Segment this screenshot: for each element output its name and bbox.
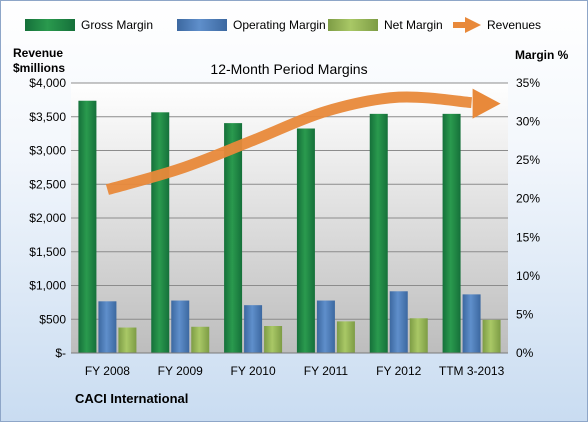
- y-left-tick-label: $4,000: [29, 76, 66, 90]
- bar-net-margin: [482, 319, 501, 353]
- bar-gross-margin: [224, 123, 243, 353]
- bar-gross-margin: [296, 128, 315, 353]
- y-left-tick-label: $-: [55, 346, 66, 360]
- bar-net-margin: [191, 326, 210, 353]
- legend-label-net-margin: Net Margin: [384, 18, 443, 32]
- y-right-tick-label: 35%: [516, 76, 540, 90]
- bar-net-margin: [409, 318, 428, 353]
- y-right-tick-label: 30%: [516, 115, 540, 129]
- y-left-tick-label: $1,000: [29, 279, 66, 293]
- company-name: CACI International: [75, 391, 188, 406]
- bar-operating-margin: [316, 300, 335, 353]
- bar-gross-margin: [369, 113, 388, 353]
- bar-operating-margin: [171, 300, 190, 353]
- bar-net-margin: [264, 326, 283, 353]
- y-left-label-line1: Revenue: [13, 46, 63, 60]
- y-left-tick-label: $1,500: [29, 245, 66, 259]
- y-right-tick-label: 25%: [516, 153, 540, 167]
- y-right-tick-label: 5%: [516, 307, 534, 321]
- x-tick-label: FY 2010: [231, 364, 276, 378]
- legend-label-gross-margin: Gross Margin: [81, 18, 153, 32]
- legend-swatch-revenues: [453, 17, 481, 33]
- y-right-tick-label: 0%: [516, 346, 534, 360]
- y-left-tick-label: $500: [39, 312, 66, 326]
- bar-net-margin: [118, 327, 137, 353]
- bar-operating-margin: [462, 294, 481, 353]
- legend-swatch-operating-margin: [177, 19, 227, 31]
- x-tick-label: FY 2011: [304, 364, 349, 378]
- x-tick-label: TTM 3-2013: [439, 364, 505, 378]
- y-left-tick-label: $3,000: [29, 144, 66, 158]
- y-left-label-line2: $millions: [13, 61, 65, 75]
- bar-gross-margin: [151, 112, 170, 353]
- bar-gross-margin: [78, 100, 97, 353]
- x-tick-label: FY 2012: [376, 364, 421, 378]
- y-left-tick-label: $2,500: [29, 177, 66, 191]
- revenue-line: [105, 88, 501, 195]
- y-left-tick-label: $2,000: [29, 211, 66, 225]
- legend-label-operating-margin: Operating Margin: [233, 18, 326, 32]
- legend-label-revenues: Revenues: [487, 18, 541, 32]
- y-left-tick-label: $3,500: [29, 110, 66, 124]
- legend-swatch-net-margin: [328, 19, 378, 31]
- revenue-arrowhead: [472, 88, 501, 119]
- bar-operating-margin: [98, 301, 117, 353]
- bar-gross-margin: [442, 113, 461, 353]
- x-tick-label: FY 2008: [85, 364, 130, 378]
- revenue-curve: [105, 91, 473, 195]
- y-right-label: Margin %: [515, 48, 569, 62]
- y-right-tick-label: 15%: [516, 230, 540, 244]
- bar-net-margin: [336, 321, 355, 353]
- bar-operating-margin: [389, 291, 408, 353]
- axis-labels: $- $500 $1,000 $1,500 $2,000 $2,500 $3,000 $3,5…: [29, 76, 540, 378]
- y-right-tick-label: 10%: [516, 269, 540, 283]
- y-right-tick-label: 20%: [516, 192, 540, 206]
- legend: Gross Margin Operating Margin Net Margin…: [25, 17, 541, 33]
- bar-operating-margin: [244, 305, 263, 353]
- x-tick-label: FY 2009: [158, 364, 203, 378]
- chart-title: 12-Month Period Margins: [210, 61, 367, 77]
- bar-series: [78, 100, 501, 353]
- legend-swatch-gross-margin: [25, 19, 75, 31]
